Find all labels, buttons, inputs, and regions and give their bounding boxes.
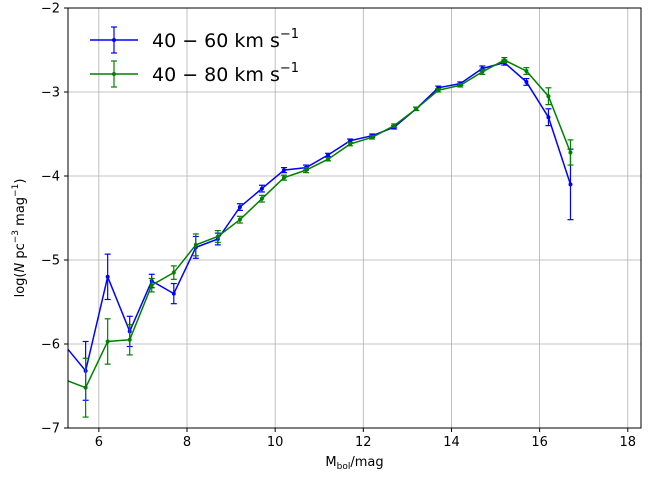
data-point	[568, 182, 573, 187]
x-tick-label: 14	[443, 435, 460, 450]
data-point	[215, 234, 220, 239]
x-tick-label: 10	[267, 435, 284, 450]
data-point	[348, 138, 353, 143]
data-point	[105, 339, 110, 344]
legend-label-sup: −1	[280, 61, 299, 76]
y-tick-label: −5	[41, 254, 60, 269]
y-tick-label: −4	[41, 170, 60, 185]
data-point	[281, 175, 286, 180]
legend-label: 40 − 60 km s−1	[152, 27, 299, 52]
data-point	[546, 94, 551, 99]
data-point	[568, 150, 573, 155]
axis-ticks: 6 8 10 12 14 16 18 −7 −6 −5 −4 −3 −2	[41, 2, 636, 451]
y-axis-label: log(N pc−3 mag−1)	[11, 179, 28, 298]
x-axis-label-rest: /mag	[350, 455, 383, 470]
y-tick-label: −3	[41, 86, 60, 101]
data-point	[524, 69, 529, 73]
x-tick-label: 8	[183, 435, 191, 450]
legend-label-sup: −1	[280, 27, 299, 42]
series-layer	[62, 56, 574, 418]
data-point	[105, 274, 110, 279]
series-2	[62, 56, 574, 418]
data-point	[502, 58, 507, 63]
data-point	[546, 115, 551, 120]
data-point	[237, 217, 242, 222]
data-point	[171, 270, 176, 275]
legend: 40 − 60 km s−140 − 80 km s−1	[90, 26, 299, 88]
data-point	[259, 186, 264, 191]
series-1-line	[68, 61, 572, 373]
legend-marker	[112, 72, 116, 76]
plot-area-frame	[67, 7, 642, 429]
data-point	[237, 205, 242, 210]
x-tick-label: 12	[355, 435, 372, 450]
data-point	[193, 242, 198, 247]
data-point	[414, 106, 419, 111]
data-point	[392, 123, 397, 128]
data-point	[524, 79, 529, 84]
y-tick-label: −2	[41, 2, 60, 17]
series-1	[68, 59, 574, 401]
data-point	[436, 88, 441, 93]
legend-item-1: 40 − 60 km s−1	[90, 26, 299, 54]
data-point	[149, 283, 154, 288]
data-point	[281, 168, 286, 173]
data-point	[348, 142, 353, 147]
data-point	[259, 196, 264, 201]
data-point	[304, 168, 309, 173]
x-axis-label-sub: bol	[337, 462, 351, 472]
data-point	[326, 153, 331, 157]
x-axis-label: Mbol/mag	[325, 455, 383, 472]
x-tick-label: 18	[620, 435, 637, 450]
data-point	[370, 135, 375, 140]
data-point	[62, 377, 66, 381]
y-tick-label: −7	[41, 422, 60, 437]
data-point	[127, 337, 132, 342]
x-tick-label: 6	[95, 435, 103, 450]
data-point	[480, 69, 485, 74]
series-2-line	[68, 59, 572, 389]
legend-label-main: 40 − 60 km s	[152, 30, 280, 52]
x-tick-label: 16	[531, 435, 548, 450]
legend-label-main: 40 − 80 km s	[152, 64, 280, 86]
legend-item-2: 40 − 80 km s−1	[90, 60, 299, 88]
data-point	[326, 157, 331, 162]
x-axis-label-main: M	[325, 455, 336, 470]
legend-label: 40 − 80 km s−1	[152, 61, 299, 86]
data-point	[171, 291, 176, 296]
data-point	[83, 385, 88, 390]
legend-marker	[112, 38, 116, 42]
data-point	[458, 83, 463, 88]
y-tick-label: −6	[41, 338, 60, 353]
